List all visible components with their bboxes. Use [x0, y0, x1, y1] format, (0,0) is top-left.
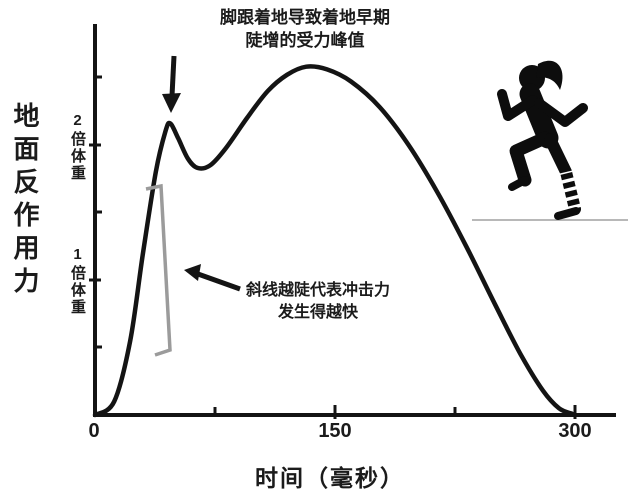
axis-ticks: [89, 75, 577, 419]
runner-swing-leg: [509, 131, 552, 187]
x-tick-label-300: 300: [558, 420, 592, 442]
slope-bracket-icon: [145, 183, 172, 357]
y-axis-title: 地面反作用力: [10, 102, 40, 300]
impact-peak-down-arrow-icon: [162, 55, 181, 113]
slope-annotation: 斜线越陡代表冲击力 发生得越快: [226, 280, 410, 324]
runner-front-arm: [497, 89, 538, 121]
runner-front-foot: [508, 176, 529, 191]
impact-peak-annotation: 脚跟着地导致着地早期 陡增的受力峰值: [152, 6, 458, 53]
slope-annotation-line1: 斜线越陡代表冲击力: [245, 282, 390, 299]
x-axis-title: 时间（毫秒）: [255, 465, 405, 491]
slope-left-arrow-icon: [184, 264, 241, 292]
runner-rear-arm: [534, 98, 588, 127]
runner-stance-foot: [554, 207, 580, 220]
y-tick-label-1x: 1倍体重: [69, 246, 86, 316]
slope-annotation-line2: 发生得越快: [277, 304, 358, 322]
impact-annotation-line1: 脚跟着地导致着地早期: [220, 8, 390, 27]
ground-reaction-force-curve: [92, 64, 575, 418]
y-tick-label-2x: 2倍体重: [69, 112, 86, 182]
x-tick-label-150: 150: [318, 420, 352, 442]
x-tick-label-0: 0: [88, 420, 100, 442]
runner-shin-stripes: [559, 170, 582, 211]
running-person-icon: [472, 60, 628, 221]
impact-annotation-line2: 陡增的受力峰值: [245, 31, 365, 51]
runner-ponytail: [536, 60, 563, 90]
